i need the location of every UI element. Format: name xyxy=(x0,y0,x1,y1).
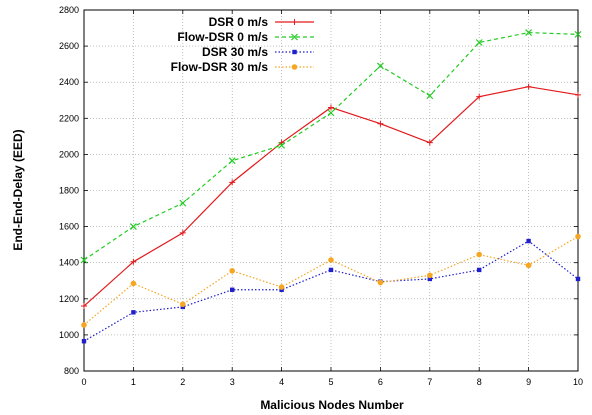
legend-label: Flow-DSR 30 m/s xyxy=(171,60,269,74)
series-line xyxy=(83,31,579,261)
x-tick-label: 2 xyxy=(180,377,185,387)
data-point xyxy=(80,256,88,264)
x-tick-label: 4 xyxy=(279,377,284,387)
x-axis-title: Malicious Nodes Number xyxy=(260,398,404,412)
x-tick-labels: 0 1 2 3 4 5 6 7 8 9 10 xyxy=(81,377,583,387)
y-tick-label: 2000 xyxy=(59,149,79,159)
data-point xyxy=(426,139,433,146)
series-2 xyxy=(81,238,581,344)
data-point xyxy=(575,276,581,282)
data-point xyxy=(475,39,483,46)
data-point xyxy=(476,93,483,100)
series-1 xyxy=(80,29,582,264)
axes xyxy=(83,9,579,372)
data-point xyxy=(575,233,581,240)
data-point xyxy=(81,322,87,328)
data-point xyxy=(574,30,582,38)
y-tick-label: 1800 xyxy=(59,186,79,196)
data-point xyxy=(81,339,87,344)
data-point xyxy=(477,267,482,273)
data-point xyxy=(525,262,532,269)
data-point xyxy=(291,19,298,25)
x-tick-label: 6 xyxy=(378,377,383,387)
data-point xyxy=(130,258,137,265)
data-point xyxy=(427,272,433,279)
y-axis-title: End-End-Delay (EED) xyxy=(11,129,25,250)
data-point xyxy=(292,49,297,55)
x-tick-label: 10 xyxy=(573,377,583,387)
data-point xyxy=(291,64,298,70)
grid-lines xyxy=(84,10,578,371)
y-tick-label: 2800 xyxy=(59,5,79,15)
data-point xyxy=(328,104,334,111)
data-point xyxy=(129,223,137,231)
data-point xyxy=(229,179,236,186)
data-point xyxy=(377,279,384,286)
series-3 xyxy=(81,233,581,328)
data-point xyxy=(525,83,532,90)
data-point xyxy=(131,310,136,315)
x-tick-label: 0 xyxy=(81,377,86,387)
data-point xyxy=(291,33,298,41)
y-tick-labels: 800 1000 1200 1400 1600 1800 2000 2200 2400 2600 2… xyxy=(59,5,79,376)
y-tick-label: 1000 xyxy=(59,330,79,340)
data-point xyxy=(229,268,235,274)
data-point xyxy=(575,91,581,98)
y-tick-label: 1600 xyxy=(59,222,79,232)
data-point xyxy=(328,267,334,273)
plot-border xyxy=(83,9,579,372)
data-point xyxy=(427,276,432,282)
data-point xyxy=(377,120,384,127)
legend-label: Flow-DSR 0 m/s xyxy=(177,30,268,44)
data-point xyxy=(228,157,236,165)
series-lines xyxy=(80,29,582,344)
y-tick-label: 2600 xyxy=(59,41,79,51)
legend-label: DSR 0 m/s xyxy=(209,15,269,29)
x-tick-label: 5 xyxy=(328,377,333,387)
x-tick-label: 8 xyxy=(477,377,482,387)
x-tick-label: 3 xyxy=(230,377,235,387)
y-tick-label: 1200 xyxy=(59,294,79,304)
data-point xyxy=(230,287,235,292)
data-point xyxy=(476,251,483,258)
data-point xyxy=(525,29,533,36)
data-point xyxy=(376,62,384,70)
data-point xyxy=(130,280,137,287)
x-tick-label: 1 xyxy=(131,377,136,387)
data-point xyxy=(81,303,87,310)
series-line xyxy=(83,240,579,342)
legend-label: DSR 30 m/s xyxy=(202,45,268,59)
data-point xyxy=(278,141,286,149)
data-point xyxy=(328,257,334,263)
data-point xyxy=(179,229,186,236)
y-tick-label: 800 xyxy=(64,366,79,376)
data-point xyxy=(278,284,285,290)
data-point xyxy=(179,199,187,207)
y-tick-label: 1400 xyxy=(59,258,79,268)
y-tick-label: 2200 xyxy=(59,113,79,123)
x-tick-label: 7 xyxy=(427,377,432,387)
data-point xyxy=(327,109,335,117)
data-point xyxy=(526,238,531,244)
data-point xyxy=(180,301,186,308)
y-tick-label: 2400 xyxy=(59,77,79,87)
data-point xyxy=(426,92,434,100)
x-tick-label: 9 xyxy=(526,377,531,387)
